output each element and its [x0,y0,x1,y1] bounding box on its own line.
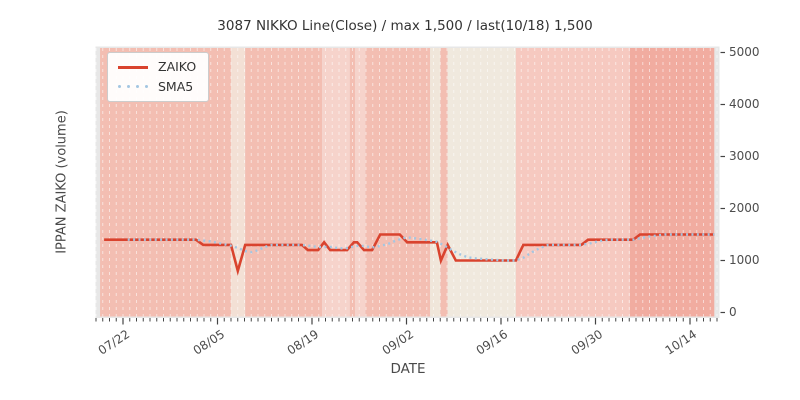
background-band [629,48,715,317]
background-band [447,48,516,317]
legend: ZAIKO SMA5 [107,52,210,102]
background-band [365,48,431,317]
legend-item-zaiko: ZAIKO [118,59,197,74]
y-axis-label: IPPAN ZAIKO (volume) [54,110,70,254]
y-tick-label: 5000 [729,45,760,59]
x-axis-label: DATE [390,361,426,377]
legend-label-sma5: SMA5 [158,78,194,94]
chart-title: 3087 NIKKO Line(Close) / max 1,500 / las… [217,18,593,34]
y-tick-label: 1000 [729,253,760,267]
zaiko-line [104,233,715,276]
y-tick-label: 2000 [729,201,760,215]
background-band [322,48,350,317]
legend-label-zaiko: ZAIKO [158,59,197,74]
background-band [245,48,323,317]
background-band [355,48,366,317]
y-tick-label: 4000 [729,97,760,111]
legend-item-sma5: SMA5 [118,78,196,94]
sma5-dots-swatch-icon [118,85,148,89]
y-tick-label: 3000 [729,149,760,163]
background-band [430,48,441,317]
zaiko-line-swatch-icon [118,65,148,69]
background-band [440,48,448,317]
y-tick-label: 0 [729,305,737,319]
background-band [515,48,630,317]
